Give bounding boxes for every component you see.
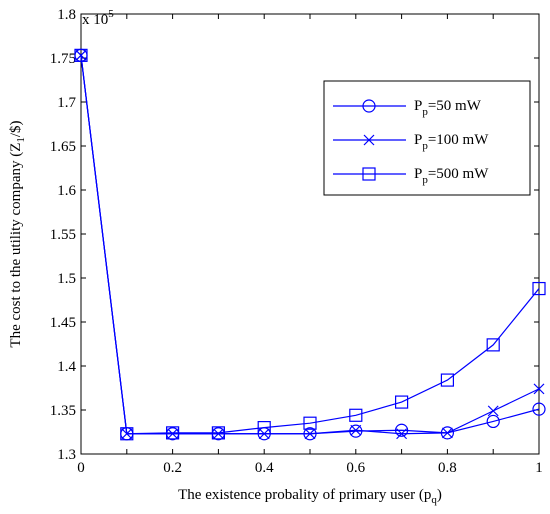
y-tick-label: 1.4 <box>57 359 76 375</box>
x-tick-label: 0.6 <box>346 460 365 476</box>
data-point-x <box>350 424 362 436</box>
y-tick-label: 1.55 <box>50 227 76 243</box>
legend-label: Pp=50 mW <box>414 98 482 118</box>
y-tick-label: 1.7 <box>57 95 76 111</box>
series-line-square <box>80 55 540 435</box>
series-square <box>74 48 546 441</box>
y-tick-label: 1.35 <box>50 403 76 419</box>
legend-entry: Pp=500 mW <box>333 166 489 186</box>
legend-label: Pp=100 mW <box>414 132 489 152</box>
x-tick-label: 1 <box>535 460 543 476</box>
legend-marker-x <box>363 134 375 146</box>
y-tick-label: 1.45 <box>50 315 76 331</box>
y-tick-label: 1.65 <box>50 139 76 155</box>
x-tick-label: 0 <box>77 460 85 476</box>
legend-entry: Pp=50 mW <box>333 98 482 118</box>
data-point-square <box>532 281 546 296</box>
y-axis-label: The cost to the utility company (Z1/$) <box>8 120 27 347</box>
data-point-square <box>211 426 225 440</box>
x-axis-label: The existence probality of primary user … <box>178 487 442 506</box>
data-point-square <box>395 395 409 409</box>
y-tick-label: 1.75 <box>50 51 76 67</box>
data-point-circle <box>486 414 500 429</box>
y-tick-label: 1.3 <box>57 447 76 463</box>
y-tick-label: 1.6 <box>57 183 76 199</box>
legend-marker-circle <box>362 99 376 113</box>
y-tick-label: 1.5 <box>57 271 76 287</box>
data-point-square <box>74 48 88 62</box>
data-point-x <box>487 405 499 417</box>
legend-label: Pp=500 mW <box>414 166 489 186</box>
data-point-circle <box>532 402 546 416</box>
x-tick-label: 0.8 <box>438 460 457 476</box>
legend-entry: Pp=100 mW <box>333 132 489 152</box>
y-tick-label: 1.8 <box>57 7 76 23</box>
x-tick-label: 0.4 <box>255 460 274 476</box>
data-point-x <box>396 428 408 440</box>
data-point-square <box>120 427 134 441</box>
data-point-x <box>212 428 224 440</box>
data-point-square <box>257 421 271 435</box>
legend: Pp=50 mW Pp=100 mW Pp=500 mW <box>323 80 531 196</box>
data-point-x <box>441 427 453 439</box>
legend-box <box>323 80 531 196</box>
data-point-x <box>167 428 179 440</box>
data-point-square <box>303 416 317 430</box>
data-point-square <box>166 426 180 440</box>
x-tick-label: 0.2 <box>163 460 182 476</box>
exponent-label: x 105 <box>82 8 114 28</box>
data-point-x <box>304 428 316 440</box>
data-point-square <box>486 338 500 352</box>
plot-area <box>80 13 540 455</box>
data-point-x <box>533 383 545 395</box>
data-point-circle <box>395 423 409 437</box>
data-point-square <box>349 408 363 422</box>
legend-marker-square <box>362 167 376 181</box>
data-point-square <box>440 373 454 387</box>
